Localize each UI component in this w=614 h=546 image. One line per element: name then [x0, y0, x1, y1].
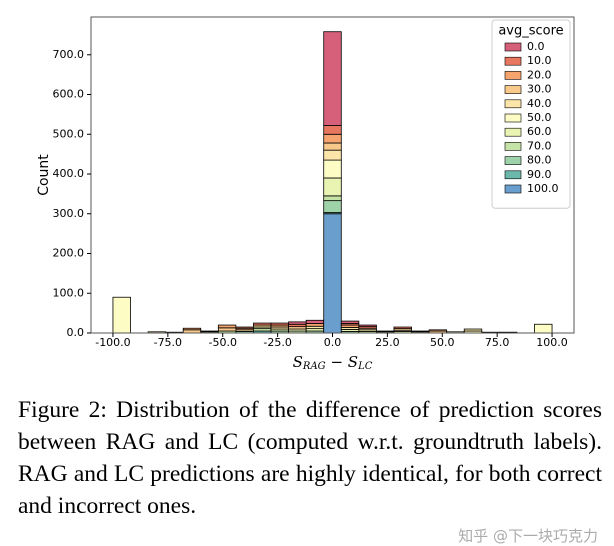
- x-tick-label: 50.0: [430, 336, 455, 349]
- bar-segment: [288, 321, 307, 325]
- x-axis-label-part: LC: [357, 361, 373, 372]
- bar-segment: [217, 327, 237, 332]
- bar-segment: [323, 200, 342, 213]
- legend-label: 0.0: [527, 40, 545, 53]
- legend-title: avg_score: [498, 24, 563, 39]
- legend-swatch: [504, 71, 522, 80]
- chart: 0.0 100.0 200.0 300.0 400.0 500.0 600.0 700.0 -1…: [36, 16, 575, 372]
- x-axis-label-part: −: [326, 353, 348, 371]
- bar-segment: [323, 149, 342, 161]
- y-tick-label: 700.0: [53, 48, 85, 61]
- caption: Figure 2: Distribution of the difference…: [18, 397, 602, 519]
- bar-segment: [393, 326, 412, 330]
- bar-segment: [376, 330, 395, 333]
- bar-segment: [323, 213, 342, 334]
- bar-segment: [323, 142, 342, 151]
- bar-segment: [323, 195, 342, 202]
- legend-swatch: [504, 127, 522, 137]
- legend-label: 80.0: [527, 154, 552, 167]
- y-axis-label: Count: [36, 154, 52, 196]
- bar-segment: [253, 322, 272, 326]
- legend-swatch: [504, 56, 522, 66]
- legend-swatch: [504, 184, 522, 194]
- bar-segment: [217, 324, 237, 329]
- bar-segment: [428, 329, 448, 332]
- legend-swatch: [504, 113, 522, 123]
- legend-label: 90.0: [527, 168, 552, 181]
- legend-label: 50.0: [527, 111, 552, 124]
- legend-swatch: [504, 142, 522, 151]
- x-tick-label: -75.0: [154, 336, 182, 349]
- legend-label: 20.0: [527, 68, 552, 81]
- x-tick-label: -100.0: [95, 336, 130, 349]
- legend-swatch: [504, 156, 522, 165]
- y-tick-label: 600.0: [53, 88, 85, 101]
- legend-swatch: [504, 85, 522, 94]
- bar-segment: [323, 159, 342, 179]
- x-tick-label: -50.0: [208, 336, 236, 349]
- y-tick-label: 500.0: [53, 127, 85, 140]
- y-tick-label: 100.0: [53, 286, 85, 299]
- legend-label: 10.0: [527, 54, 552, 67]
- legend-swatch: [504, 42, 522, 52]
- bar-segment: [305, 323, 325, 327]
- x-axis-label-part: S: [293, 353, 303, 371]
- y-tick-label: 300.0: [53, 207, 85, 220]
- bar-segment: [270, 322, 289, 326]
- x-tick-label: 75.0: [485, 336, 510, 349]
- y-tick-label: 400.0: [53, 167, 85, 180]
- bar-segment: [112, 296, 131, 334]
- legend-label: 30.0: [527, 83, 552, 96]
- legend-swatch: [504, 170, 522, 180]
- bar-segment: [305, 319, 325, 324]
- bar-segment: [235, 326, 254, 329]
- y-tick-label: 0.0: [67, 326, 85, 339]
- bar-segment: [411, 330, 430, 333]
- bar-segment: [323, 125, 342, 135]
- bar-segment: [358, 324, 377, 328]
- x-tick-label: 0.0: [324, 336, 342, 349]
- bar-segment: [323, 31, 342, 126]
- bar-segment: [323, 177, 342, 197]
- legend-label: 40.0: [527, 97, 552, 110]
- x-axis-label-part: RAG: [302, 361, 326, 372]
- x-tick-label: -25.0: [263, 336, 291, 349]
- bar-segment: [340, 320, 360, 324]
- x-axis-label-part: S: [348, 353, 358, 371]
- bar-segment: [463, 328, 483, 332]
- x-tick-label: 100.0: [536, 336, 568, 349]
- y-tick-label: 200.0: [53, 247, 85, 260]
- legend-label: 60.0: [527, 125, 552, 138]
- x-axis-label: SRAG − SLC: [293, 353, 373, 372]
- bar-segment: [534, 323, 553, 334]
- legend-swatch: [504, 99, 522, 109]
- bar-segment: [200, 330, 219, 333]
- legend-label: 70.0: [527, 139, 552, 152]
- bar-segment: [182, 327, 202, 331]
- x-tick-label: 25.0: [375, 336, 400, 349]
- bar-segment: [323, 133, 342, 144]
- legend-label: 100.0: [527, 182, 559, 195]
